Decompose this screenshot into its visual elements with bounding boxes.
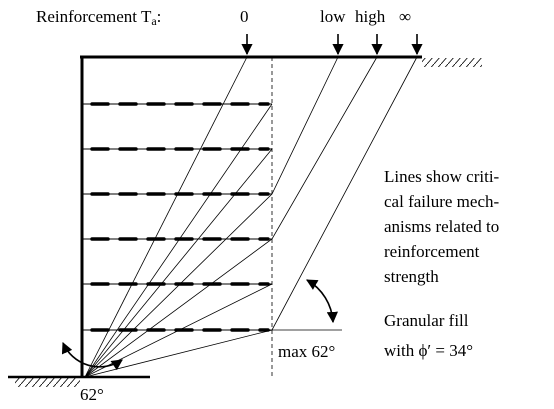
marker-label: low bbox=[320, 7, 346, 26]
marker-label: ∞ bbox=[399, 7, 411, 26]
angle-label: 62° bbox=[80, 385, 104, 404]
failure-lines bbox=[61, 56, 418, 378]
note: Lines show criti-cal failure mech-anisms… bbox=[384, 167, 500, 286]
markers bbox=[241, 34, 423, 56]
note-line: cal failure mech- bbox=[384, 192, 499, 211]
structure bbox=[8, 55, 482, 387]
note-line: reinforcement bbox=[384, 242, 480, 261]
fill-label: Granular fill bbox=[384, 311, 469, 330]
note-line: anisms related to bbox=[384, 217, 499, 236]
note-line: strength bbox=[384, 267, 439, 286]
marker-label: 0 bbox=[240, 7, 249, 26]
reinforcement bbox=[82, 102, 272, 332]
fill-label: with ϕ′ = 34° bbox=[384, 341, 473, 360]
header-title: Reinforcement Ta: bbox=[36, 7, 161, 28]
angle-label: max 62° bbox=[278, 342, 335, 361]
note-line: Lines show criti- bbox=[384, 167, 500, 186]
marker-label: high bbox=[355, 7, 386, 26]
